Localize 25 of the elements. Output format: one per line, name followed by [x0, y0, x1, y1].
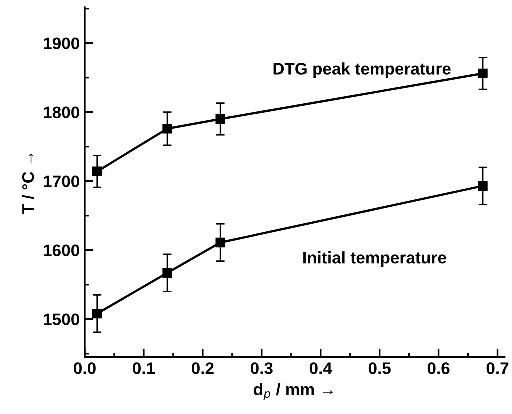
x-tick-label: 0.1 — [133, 362, 156, 374]
x-axis-title: d$_{p}$ / mm → — [254, 383, 333, 400]
x-tick-label: 0.4 — [310, 362, 332, 374]
annotation: DTG peak temperature — [274, 62, 451, 78]
x-tick-label: 0.7 — [486, 362, 509, 374]
y-axis-title: T / °C → — [22, 154, 34, 214]
x-tick-label: 0.2 — [192, 362, 214, 374]
point — [162, 124, 172, 134]
point — [92, 166, 102, 177]
point — [216, 238, 226, 248]
annotation: Initial temperature — [304, 252, 446, 268]
point — [216, 114, 226, 124]
y-tick-label: 1800 — [44, 106, 80, 119]
x-tick-label: 0.6 — [428, 362, 450, 374]
point — [478, 181, 488, 192]
x-tick-label: 0.5 — [368, 362, 391, 374]
point — [162, 268, 172, 278]
y-tick-label: 1500 — [44, 314, 80, 326]
y-tick-label: 1900 — [44, 38, 80, 50]
y-tick-label: 1600 — [44, 244, 80, 257]
x-tick-label: 0.3 — [250, 362, 273, 374]
point — [92, 308, 102, 319]
point — [478, 68, 488, 79]
y-tick-label: 1700 — [44, 176, 80, 188]
x-tick-label: 0.0 — [74, 362, 96, 374]
